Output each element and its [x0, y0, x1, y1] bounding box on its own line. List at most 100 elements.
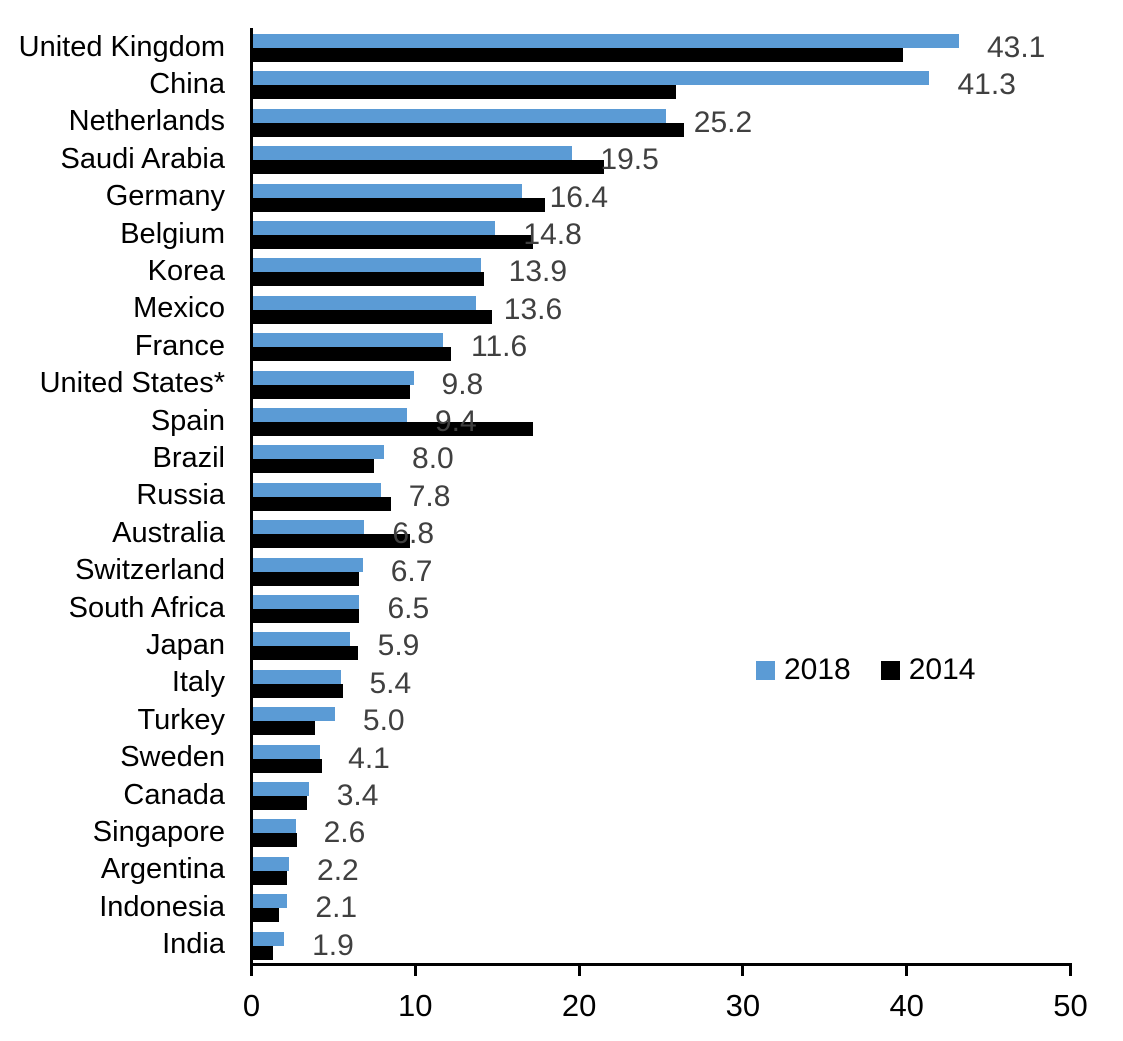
category-label: Brazil: [152, 441, 225, 474]
x-axis-tick: [577, 963, 581, 976]
value-label: 6.8: [392, 517, 435, 551]
bar-2014: [253, 870, 288, 885]
category-label: Netherlands: [68, 105, 225, 138]
chart-row: United Kingdom 43.1: [19, 28, 1072, 65]
category-label: China: [149, 67, 225, 100]
chart-row: Indonesia 2.1: [99, 888, 1072, 925]
bar-2018: [253, 595, 360, 609]
category-label: Australia: [112, 516, 225, 549]
value-label: 16.4: [549, 180, 609, 214]
bar-2018: [253, 221, 496, 235]
value-label: 9.4: [434, 405, 477, 438]
value-label: 25.2: [693, 105, 753, 139]
value-label: 2.1: [315, 891, 358, 925]
value-label: 19.5: [600, 143, 659, 177]
bar-2014: [253, 85, 676, 100]
legend-label: 2018: [784, 653, 851, 686]
bar-2018: [253, 894, 288, 909]
category-label: India: [162, 928, 225, 961]
category-label: Japan: [145, 628, 225, 661]
chart-row: Turkey 5.0: [137, 701, 1072, 738]
category-label: Canada: [123, 778, 225, 811]
bar-2018: [253, 295, 476, 310]
chart-row: Spain 9.4: [151, 402, 1072, 439]
chart-row: Mexico 13.6: [133, 290, 1072, 327]
bar-2018: [253, 34, 959, 48]
bar-2014: [253, 571, 360, 586]
bar-2018: [253, 146, 573, 161]
value-label: 2.2: [317, 853, 359, 887]
value-label: 11.6: [471, 330, 528, 364]
chart-row: Netherlands 25.2: [69, 103, 1072, 140]
x-axis-tick: [1069, 963, 1072, 976]
category-label: Spain: [150, 404, 225, 437]
value-label: 41.3: [957, 68, 1016, 102]
category-label: Turkey: [137, 703, 225, 736]
legend-item-2018: 2018: [756, 655, 851, 685]
value-label: 7.8: [408, 479, 451, 513]
value-label: 5.9: [377, 629, 420, 663]
bar-2018: [253, 707, 335, 722]
bar-2014: [253, 609, 360, 623]
category-label: Argentina: [100, 853, 225, 886]
chart-row: Japan 5.9: [146, 626, 1072, 663]
legend-swatch-icon: [880, 660, 900, 680]
bar-2014: [253, 721, 316, 736]
chart-row: Russia 7.8: [136, 477, 1072, 514]
value-label: 13.9: [508, 255, 568, 289]
bar-2018: [253, 632, 350, 647]
chart-row: Canada 3.4: [123, 776, 1072, 813]
x-axis-tick-label: 20: [561, 988, 597, 1023]
bar-2014: [253, 272, 484, 287]
value-label: 9.8: [441, 367, 484, 401]
category-label: South Africa: [68, 591, 225, 624]
chart-row: Korea 13.9: [148, 252, 1072, 289]
bar-2018: [253, 408, 407, 422]
chart-row: Italy 5.4: [172, 664, 1072, 701]
category-label: Sweden: [120, 741, 225, 774]
category-label: United States*: [39, 367, 225, 400]
bar-2018: [253, 71, 930, 86]
chart-row: Belgium 14.8: [120, 215, 1072, 252]
chart-row: Singapore 2.6: [93, 813, 1072, 850]
value-label: 3.4: [336, 779, 379, 812]
category-label: Singapore: [92, 815, 225, 848]
bar-2018: [253, 782, 309, 796]
chart-row: France 11.6: [135, 327, 1072, 364]
category-label: Korea: [147, 254, 225, 287]
category-label: France: [134, 329, 225, 362]
bar-2018: [253, 482, 381, 497]
value-label: 5.0: [362, 704, 405, 738]
value-label: 6.7: [390, 554, 433, 588]
chart-row: India 1.9: [162, 926, 1072, 963]
value-label: 13.6: [503, 292, 563, 326]
category-label: Belgium: [120, 217, 225, 250]
category-label: Indonesia: [99, 890, 225, 923]
bar-2014: [253, 758, 322, 773]
bar-2018: [253, 819, 296, 834]
bar-2014: [253, 459, 375, 474]
bar-2018: [253, 258, 481, 273]
plot-area: United Kingdom 43.1 China 41.3 Netherlands 25…: [19, 28, 1072, 966]
bar-2014: [253, 309, 493, 324]
legend-swatch-icon: [756, 660, 775, 680]
bar-2014: [253, 796, 308, 810]
chart-row: Australia 6.8: [112, 514, 1072, 551]
value-label: 43.1: [986, 31, 1046, 64]
value-label: 8.0: [412, 442, 454, 476]
chart-row: South Africa 6.5: [69, 589, 1072, 626]
x-axis-tick-label: 40: [889, 988, 924, 1023]
legend-label: 2014: [908, 653, 976, 686]
value-label: 6.5: [387, 592, 430, 625]
legend-item-2014: 2014: [880, 653, 976, 686]
bar-2014: [253, 908, 280, 923]
bar-2018: [253, 445, 385, 460]
bar-2018: [253, 183, 522, 198]
value-label: 14.8: [523, 218, 582, 251]
bar-2014: [253, 422, 534, 436]
bar-2018: [253, 557, 363, 572]
chart-row: Brazil 8.0: [152, 439, 1072, 476]
chart-row: Sweden 4.1: [120, 739, 1072, 776]
bar-2018: [253, 520, 365, 535]
bar-2018: [253, 744, 321, 759]
